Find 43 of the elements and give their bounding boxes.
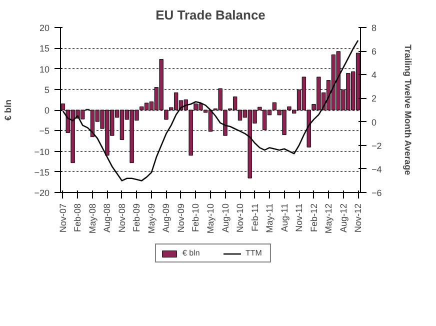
x-tick-label: Aug-08: [102, 203, 112, 233]
y2-tick-label: −2: [372, 140, 382, 151]
x-tick-label: Nov-10: [235, 203, 246, 233]
y2-tick-label: 2: [372, 94, 377, 104]
y2-tick-label: 0: [372, 117, 377, 128]
x-tick-label: May-09: [146, 203, 156, 234]
legend-label: € bln: [182, 248, 201, 258]
y-tick-label: 15: [39, 44, 50, 54]
x-tick-label: Aug-11: [279, 203, 290, 232]
y2-tick-label: −4: [372, 164, 382, 174]
y-tick-label: 10: [39, 64, 50, 74]
x-tick-label: Nov-09: [176, 203, 186, 233]
y2-tick-label: 4: [372, 70, 377, 80]
y-tick-label: −5: [39, 126, 50, 136]
x-tick-label: May-10: [206, 203, 216, 234]
y-tick-label: 20: [39, 23, 50, 33]
x-tick-label: Feb-10: [190, 203, 201, 232]
y-tick-label: 0: [44, 106, 50, 116]
x-tick-label: Feb-12: [308, 203, 319, 232]
x-tick-label: May-08: [87, 203, 98, 234]
legend-label: TTM: [246, 248, 263, 258]
y-tick-label: 5: [44, 84, 50, 95]
x-tick-label: Nov-11: [294, 203, 304, 232]
x-tick-label: Aug-09: [161, 203, 172, 233]
chart-title: EU Trade Balance: [156, 8, 266, 22]
x-tick-label: May-12: [324, 203, 334, 234]
y2-tick-label: 6: [372, 46, 377, 57]
x-tick-label: Feb-09: [132, 203, 142, 232]
y-axis-title: € bln: [3, 99, 14, 120]
y-tick-label: −20: [34, 188, 50, 198]
x-tick-label: Aug-10: [220, 203, 230, 233]
x-tick-label: Aug-12: [338, 203, 348, 233]
x-tick-label: Nov-12: [353, 203, 364, 233]
x-tick-label: Nov-08: [116, 203, 127, 233]
x-tick-label: Feb-08: [72, 203, 83, 232]
y-tick-label: −10: [34, 146, 50, 157]
y2-tick-label: 8: [372, 23, 377, 33]
y2-tick-label: −6: [372, 188, 382, 198]
y-tick-label: −15: [34, 167, 50, 178]
y2-axis-title: Trailing Twelve Month Average: [402, 44, 413, 176]
x-tick-label: Nov-07: [58, 203, 68, 233]
x-tick-label: Feb-11: [250, 203, 260, 232]
x-tick-label: May-11: [264, 204, 275, 233]
